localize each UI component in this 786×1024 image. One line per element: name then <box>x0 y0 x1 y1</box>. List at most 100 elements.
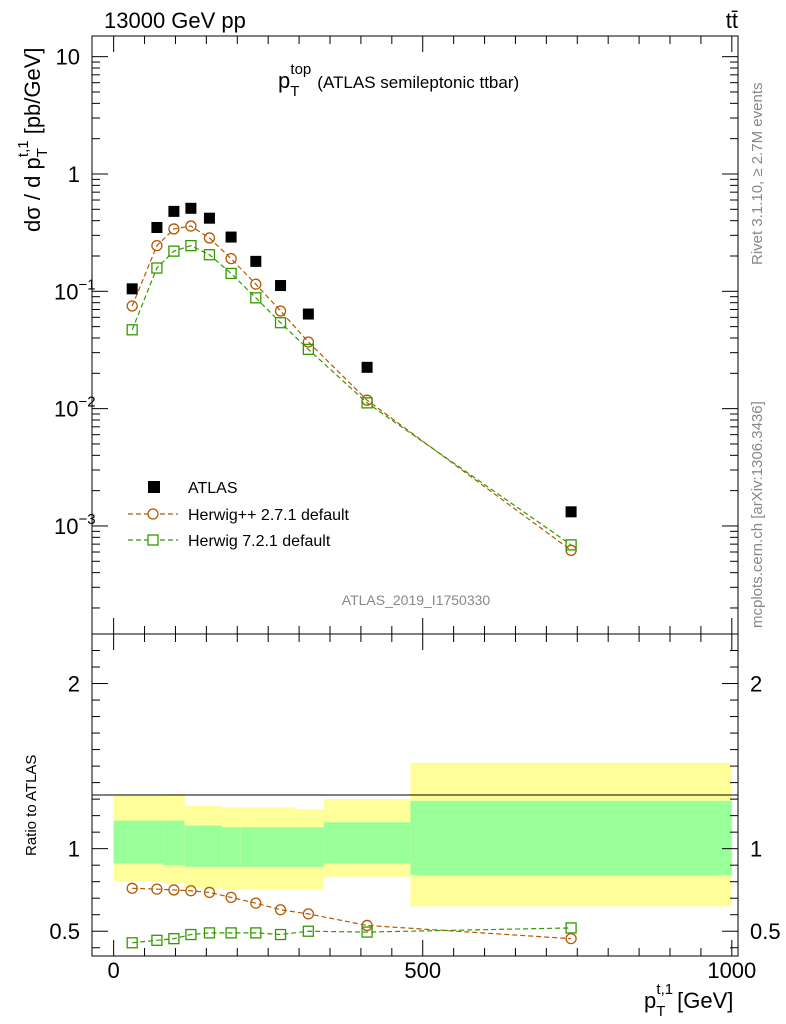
x-axis-label: pTt,1 [GeV] <box>644 981 733 1020</box>
inner-band-bin <box>197 825 222 867</box>
y-tick-label: 10 <box>56 45 80 70</box>
data-point-herwig7 <box>225 267 237 280</box>
main-y-axis-label: dσ / d pTt,1 [pb/GeV] <box>15 47 51 232</box>
ratio-point-herwigpp <box>250 897 262 909</box>
inner-band-bin <box>265 827 296 867</box>
ratio-y-tick-label-left: 2 <box>68 672 80 697</box>
data-point-herwig7 <box>274 317 287 329</box>
data-point-herwig7 <box>302 343 315 356</box>
main-axis-ticks <box>92 36 738 634</box>
ratio-point-herwig7 <box>274 928 287 941</box>
mcplots-label: mcplots.cern.ch [arXiv:1306.3436] <box>749 401 766 628</box>
inner-band-bin <box>184 825 198 867</box>
inner-band-bin <box>296 827 324 867</box>
legend-marker-herwig7 <box>147 534 159 546</box>
data-point-atlas <box>151 221 163 233</box>
plot-title: pTtop(ATLAS semileptonic ttbar) <box>278 61 519 100</box>
ratio-point-herwig7 <box>185 928 197 941</box>
data-point-herwig7 <box>565 539 577 551</box>
inner-band-bin <box>221 827 241 867</box>
ratio-y-tick-label-left: 1 <box>68 837 80 862</box>
data-point-herwigpp <box>274 305 287 317</box>
data-point-herwigpp <box>203 232 216 244</box>
data-point-herwigpp <box>225 252 237 265</box>
ratio-uncertainty-bands <box>113 762 732 907</box>
ratio-tick-labels: 0.5 0.5 1 1 2 2 0 500 1000 <box>49 672 780 983</box>
data-point-herwigpp <box>250 278 262 290</box>
data-point-atlas <box>361 361 373 373</box>
y-tick-label: 10−2 <box>54 394 96 422</box>
data-point-atlas <box>185 202 197 214</box>
main-y-tick-labels: 10 1 10−1 10−2 10−3 <box>54 45 96 539</box>
ratio-plot-frame <box>91 633 739 957</box>
data-point-herwig7 <box>168 245 180 257</box>
ratio-point-herwigpp <box>361 919 373 932</box>
legend-marker-atlas <box>148 481 160 493</box>
ratio-point-herwig7 <box>250 927 262 939</box>
data-point-herwig7 <box>203 249 216 261</box>
data-point-herwig7 <box>185 240 197 252</box>
inner-band-bin <box>240 827 266 867</box>
inner-band-bin <box>323 822 411 864</box>
data-point-herwigpp <box>185 220 197 232</box>
ratio-line-1 <box>132 927 572 944</box>
ratio-point-herwigpp <box>203 886 216 899</box>
data-point-herwigpp <box>302 336 315 348</box>
ratio-point-herwigpp <box>185 885 197 897</box>
ratio-y-tick-label-right: 0.5 <box>750 919 781 944</box>
ratio-point-herwig7 <box>225 927 237 939</box>
data-point-atlas <box>225 231 237 243</box>
data-point-herwigpp <box>126 300 138 312</box>
ratio-point-herwigpp <box>151 883 163 895</box>
process-label: tt̄ <box>726 8 738 33</box>
ratio-point-herwigpp <box>302 908 315 920</box>
data-point-herwigpp <box>168 223 180 235</box>
legend-label: Herwig++ 2.7.1 default <box>188 507 350 524</box>
ratio-series-lines <box>132 887 572 944</box>
x-tick-label: 1000 <box>707 958 756 983</box>
data-point-atlas <box>250 255 262 267</box>
main-series-lines <box>131 225 572 551</box>
ratio-point-herwigpp <box>168 884 180 896</box>
legend: ATLAS Herwig++ 2.7.1 default Herwig 7.2.1 … <box>128 480 350 550</box>
series-line-1 <box>131 225 572 551</box>
rivet-version-label: Rivet 3.1.10, ≥ 2.7M events <box>749 83 766 266</box>
data-point-herwigpp <box>151 240 163 252</box>
ratio-y-tick-label-left: 0.5 <box>49 919 80 944</box>
series-line-2 <box>131 245 572 546</box>
ratio-series-markers <box>126 882 577 949</box>
data-point-atlas <box>275 280 287 292</box>
ratio-point-herwig7 <box>126 937 138 949</box>
data-point-atlas <box>203 212 215 224</box>
y-tick-label: 1 <box>68 162 80 187</box>
data-point-atlas <box>168 205 180 217</box>
ratio-point-herwigpp <box>565 933 577 945</box>
ratio-axis-ticks <box>92 634 738 956</box>
data-point-atlas <box>302 308 314 320</box>
inner-band-bin <box>113 820 164 864</box>
ratio-y-axis-label: Ratio to ATLAS <box>23 755 40 856</box>
legend-label: ATLAS <box>188 480 238 497</box>
y-tick-label: 10−3 <box>54 511 96 539</box>
legend-marker-herwigpp <box>147 508 159 520</box>
ratio-point-herwigpp <box>225 891 237 904</box>
ratio-point-herwig7 <box>302 925 315 937</box>
data-point-herwig7 <box>126 324 138 336</box>
inner-band-bin <box>163 820 185 866</box>
x-tick-label: 0 <box>108 958 120 983</box>
legend-label: Herwig 7.2.1 default <box>188 533 331 550</box>
data-point-herwig7 <box>361 397 373 409</box>
ratio-point-herwigpp <box>126 882 138 894</box>
energy-label: 13000 GeV pp <box>104 8 246 33</box>
y-tick-label: 10−1 <box>54 276 96 304</box>
data-point-herwig7 <box>250 292 262 304</box>
inner-band-bin <box>410 800 732 876</box>
ratio-y-tick-label-right: 2 <box>750 672 762 697</box>
ratio-point-herwig7 <box>151 934 163 946</box>
main-panel: 10 1 10−1 10−2 10−3 pTtop(ATLAS semileptonic… <box>15 35 739 635</box>
ratio-point-herwig7 <box>203 927 216 939</box>
ratio-line-0 <box>132 887 572 940</box>
x-tick-label: 500 <box>404 958 441 983</box>
ratio-y-tick-label-right: 1 <box>750 837 762 862</box>
